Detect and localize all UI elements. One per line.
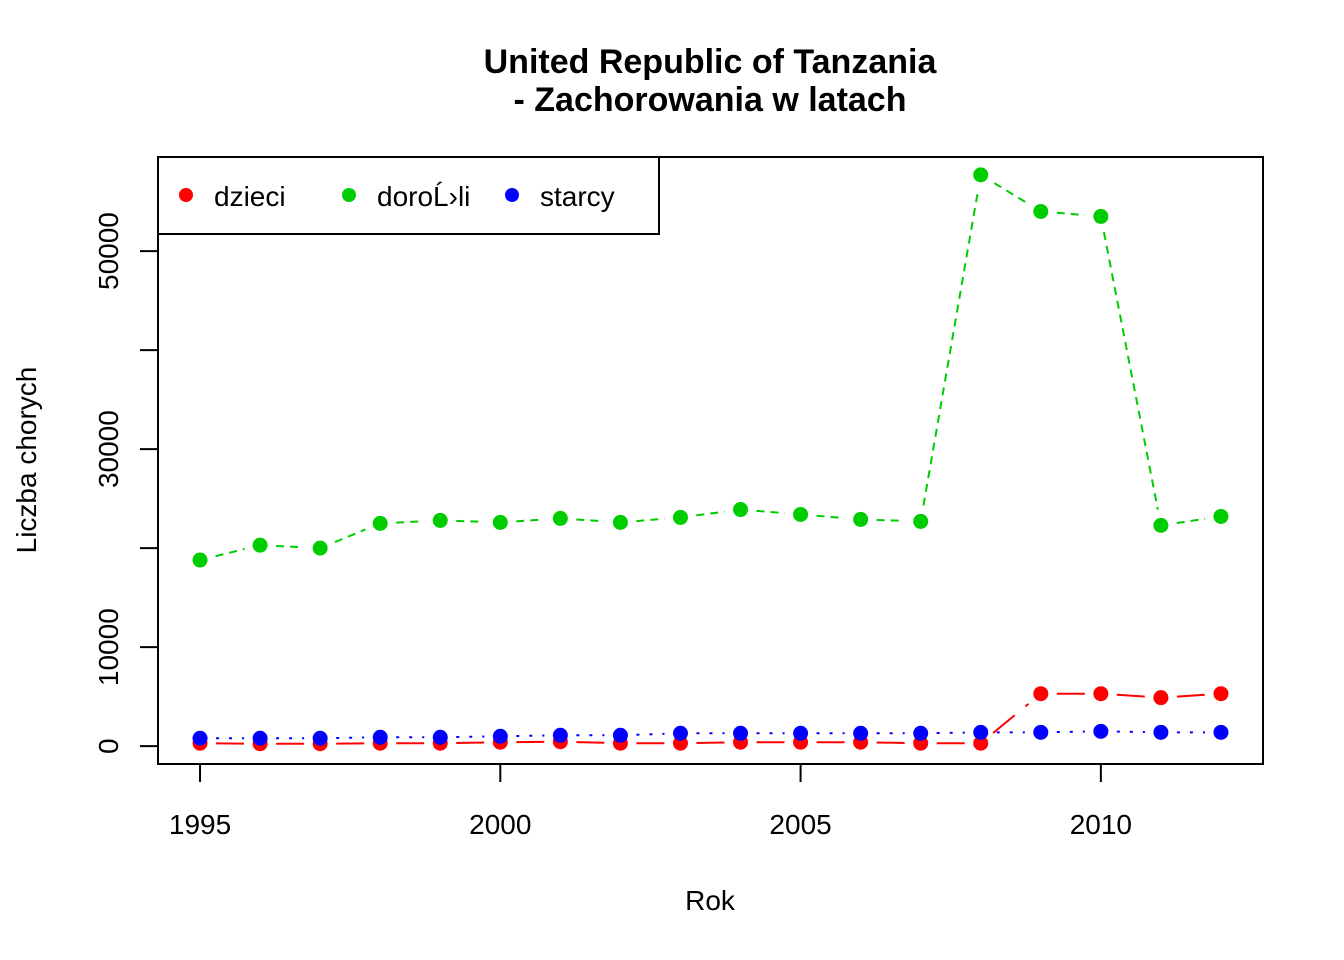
data-point xyxy=(1033,203,1049,219)
data-point xyxy=(793,506,809,522)
data-point xyxy=(913,725,929,741)
y-axis-label: Liczba chorych xyxy=(11,367,42,554)
x-tick-label: 2000 xyxy=(469,809,531,840)
legend-entry-label: dzieci xyxy=(214,181,286,212)
series-segment xyxy=(334,528,366,543)
data-point xyxy=(252,730,268,746)
chart-title: United Republic of Tanzania xyxy=(484,43,938,81)
data-point xyxy=(312,540,328,556)
data-point xyxy=(733,502,749,518)
legend-marker xyxy=(505,188,519,202)
series-doroĹ›li xyxy=(192,167,1229,568)
series-dzieci xyxy=(192,686,1229,752)
series-segment xyxy=(992,703,1030,734)
data-point xyxy=(733,725,749,741)
x-tick-label: 2010 xyxy=(1070,809,1132,840)
series-segment xyxy=(215,548,245,558)
data-point xyxy=(1153,690,1169,706)
data-point xyxy=(672,725,688,741)
series-segment xyxy=(1102,231,1159,510)
data-point xyxy=(612,514,628,530)
data-point xyxy=(853,511,869,527)
legend-box xyxy=(157,156,660,235)
chart-subtitle: - Zachorowania w latach xyxy=(514,81,907,119)
series-segment xyxy=(993,182,1028,204)
data-point xyxy=(973,735,989,751)
series-segment xyxy=(1116,693,1146,698)
series-starcy xyxy=(192,723,1229,746)
data-point xyxy=(312,730,328,746)
data-point xyxy=(973,724,989,740)
series-segment xyxy=(816,514,845,520)
x-tick-label: 2005 xyxy=(769,809,831,840)
data-point xyxy=(672,509,688,525)
series-segment xyxy=(756,509,785,515)
series-segment xyxy=(396,520,425,524)
x-axis-label: Rok xyxy=(685,885,736,916)
data-point xyxy=(432,512,448,528)
data-point xyxy=(1213,686,1229,702)
series-segment xyxy=(636,732,665,736)
data-point xyxy=(252,537,268,553)
data-point xyxy=(552,510,568,526)
y-tick-label: 50000 xyxy=(93,212,124,290)
data-point xyxy=(1213,508,1229,524)
series-segment xyxy=(696,510,725,517)
data-point xyxy=(192,552,208,568)
data-point xyxy=(1093,208,1109,224)
data-point xyxy=(1033,724,1049,740)
data-point xyxy=(492,728,508,744)
data-point xyxy=(1033,686,1049,702)
data-point xyxy=(1093,686,1109,702)
series-layer xyxy=(192,167,1229,752)
data-point xyxy=(372,515,388,531)
data-point xyxy=(973,167,989,183)
x-axis: 1995 2000 2005 2010 xyxy=(169,763,1132,840)
y-tick-label: 30000 xyxy=(93,410,124,488)
data-point xyxy=(1153,517,1169,533)
data-point xyxy=(1213,724,1229,740)
y-axis: 0 10000 30000 50000 xyxy=(93,212,159,754)
legend-entry-label: doroĹ›li xyxy=(377,181,470,212)
y-tick-label: 10000 xyxy=(93,608,124,686)
data-point xyxy=(192,730,208,746)
data-point xyxy=(552,727,568,743)
data-point xyxy=(853,725,869,741)
legend-entry-label: starcy xyxy=(540,181,615,212)
series-segment xyxy=(1176,517,1206,524)
data-point xyxy=(432,729,448,745)
series-segment xyxy=(876,518,905,522)
series-segment xyxy=(576,741,605,744)
data-point xyxy=(372,729,388,745)
series-segment xyxy=(636,517,665,523)
data-point xyxy=(1153,724,1169,740)
data-point xyxy=(793,725,809,741)
legend: dzieci doroĹ›li starcy xyxy=(157,156,660,235)
series-segment xyxy=(922,190,979,506)
plot-frame xyxy=(157,156,1264,765)
series-segment xyxy=(516,518,545,523)
series-segment xyxy=(1056,211,1085,217)
series-segment xyxy=(276,544,305,549)
y-tick-label: 0 xyxy=(93,738,124,754)
series-segment xyxy=(576,518,605,523)
series-segment xyxy=(1176,693,1206,698)
series-segment xyxy=(456,519,485,523)
data-point xyxy=(1093,723,1109,739)
data-point xyxy=(492,514,508,530)
legend-marker xyxy=(342,188,356,202)
data-point xyxy=(913,513,929,529)
data-point xyxy=(612,727,628,743)
legend-marker xyxy=(179,188,193,202)
x-tick-label: 1995 xyxy=(169,809,231,840)
